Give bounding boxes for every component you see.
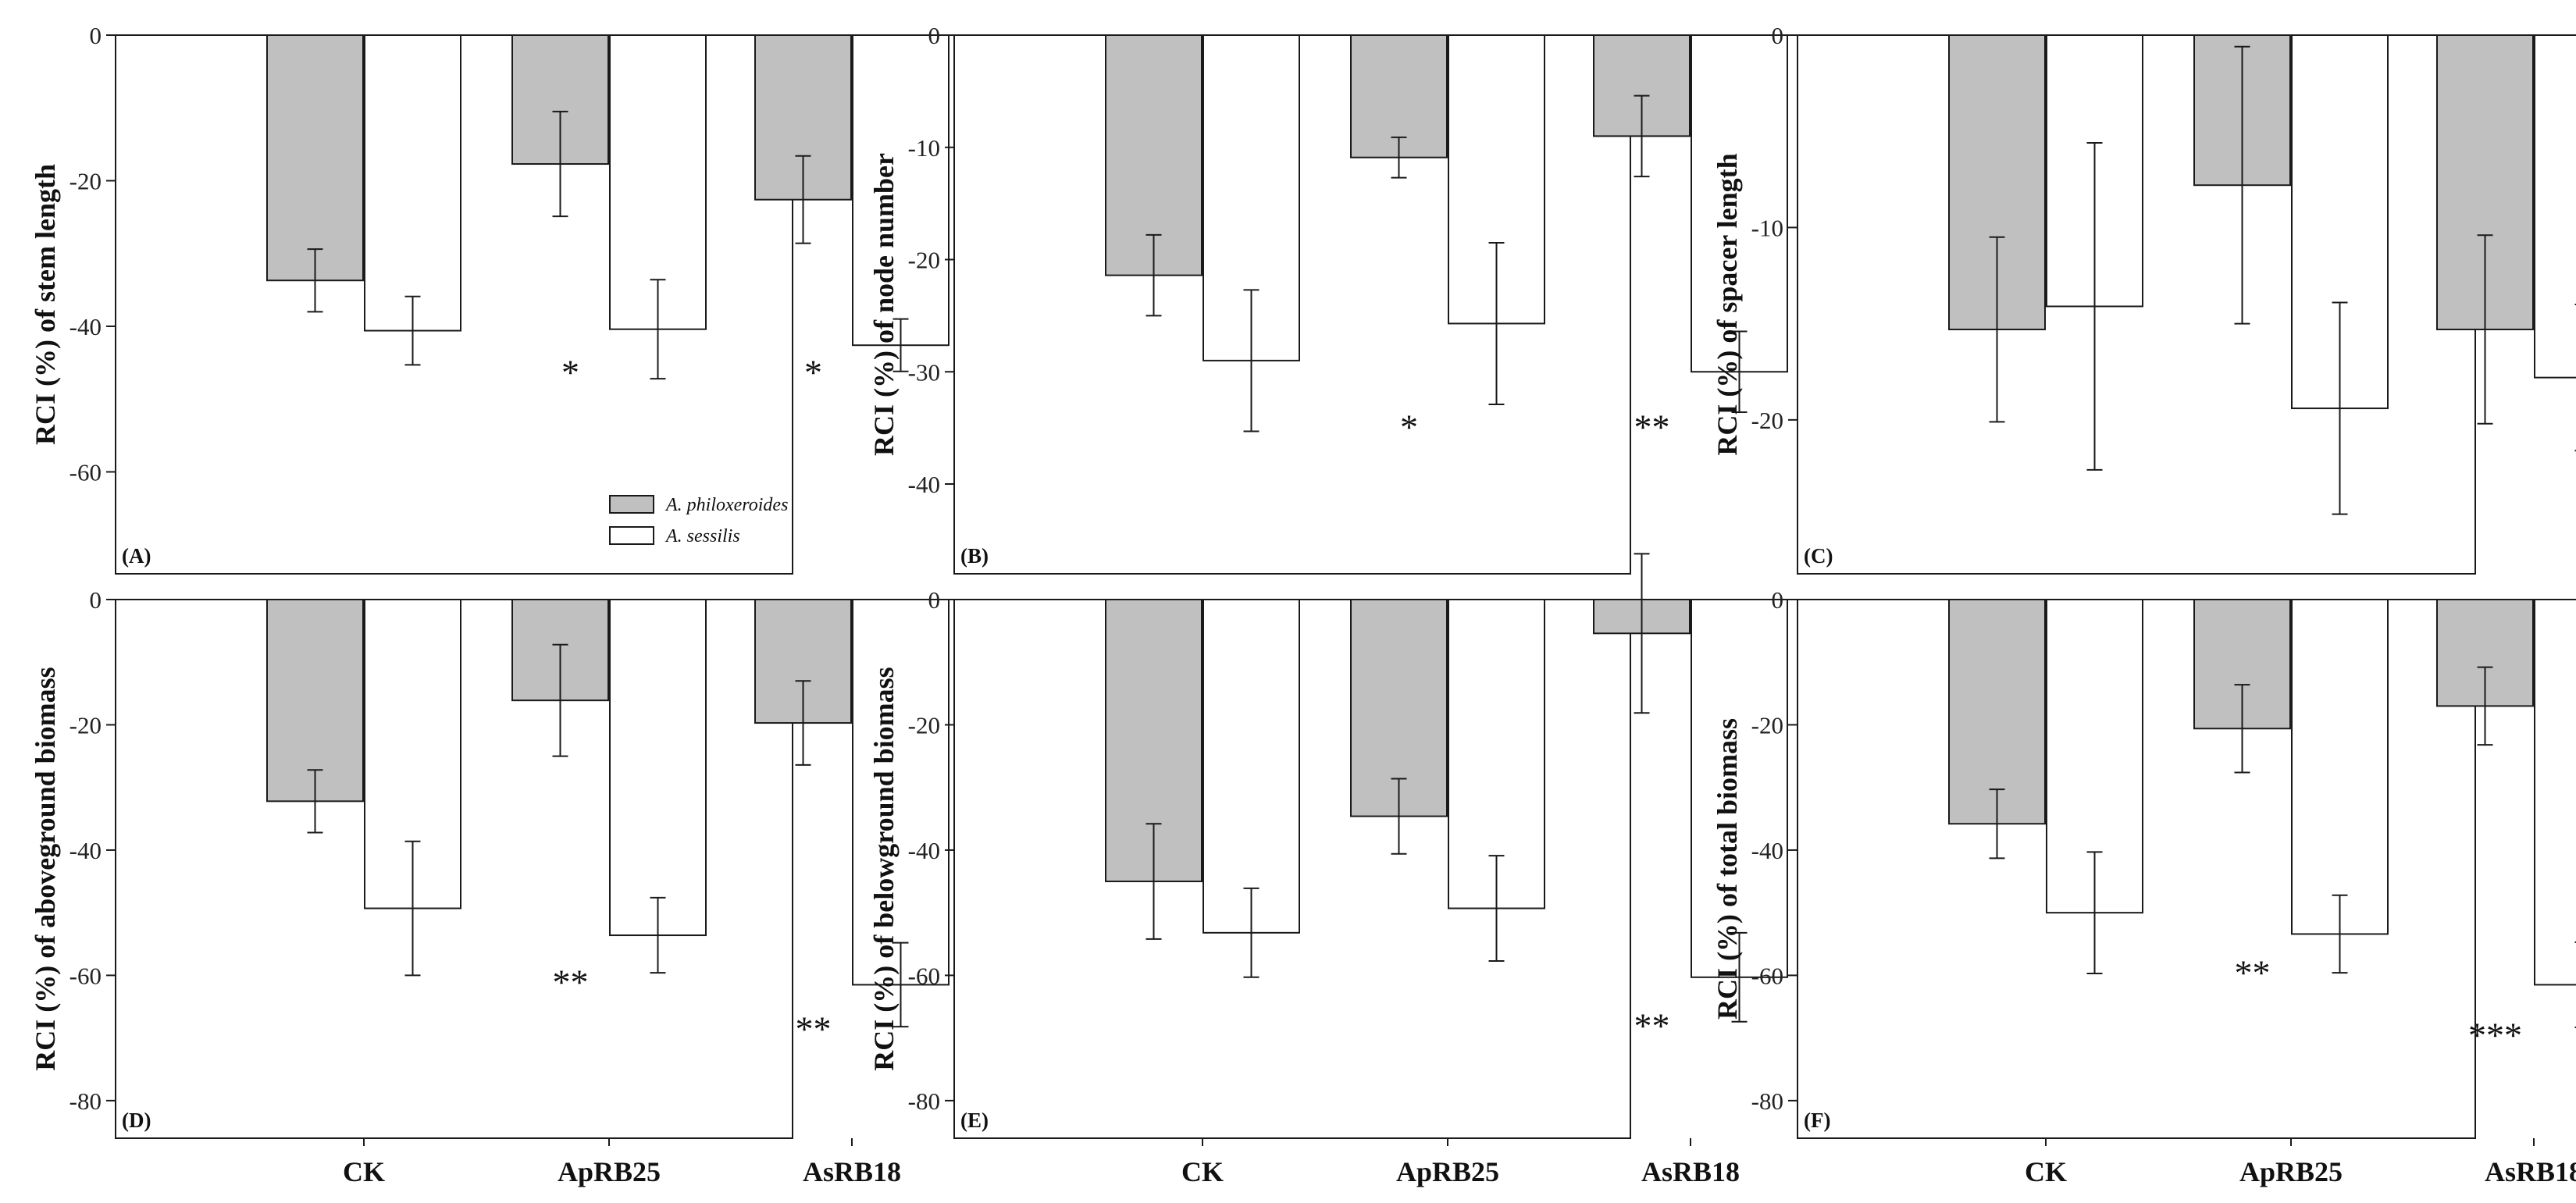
y-tick-label: -40 bbox=[1751, 837, 1783, 864]
y-tick-label: -40 bbox=[69, 313, 102, 340]
legend-label: A. sessilis bbox=[664, 526, 740, 546]
x-category-label: AsRB18 bbox=[2485, 1156, 2576, 1187]
significance-marker: * bbox=[804, 353, 822, 393]
significance-marker: ** bbox=[1634, 408, 1670, 447]
y-tick-label: 0 bbox=[1772, 22, 1784, 49]
legend-swatch bbox=[609, 495, 654, 514]
y-tick-label: -80 bbox=[908, 1087, 940, 1115]
y-tick-label: -20 bbox=[908, 247, 940, 274]
y-axis-title: RCI (%) of aboveground biomass bbox=[30, 667, 61, 1070]
y-tick-label: 0 bbox=[90, 22, 102, 49]
y-tick-label: 0 bbox=[928, 586, 941, 614]
x-category-label: ApRB25 bbox=[558, 1156, 661, 1187]
chart-panel-0: 0 -20 -40 -60 RCI (%) of stem length (A) * * A. … bbox=[30, 22, 950, 575]
legend-swatch bbox=[609, 526, 654, 545]
y-axis-title: RCI (%) of spacer length bbox=[1712, 153, 1743, 455]
panel-label: (B) bbox=[960, 544, 989, 568]
y-tick-label: -20 bbox=[908, 711, 940, 739]
bar-sessilis bbox=[2534, 599, 2576, 986]
y-axis-title: RCI (%) of node number bbox=[868, 153, 900, 456]
bar-sessilis bbox=[852, 34, 950, 347]
bar-philoxeroides bbox=[2436, 34, 2534, 331]
bar-sessilis bbox=[1202, 599, 1300, 934]
y-tick-label: -60 bbox=[1751, 962, 1783, 989]
significance-marker: ** bbox=[2235, 952, 2271, 992]
significance-marker: ** bbox=[1634, 1006, 1670, 1046]
chart-panel-3: 0 -20 -40 -60 -80 RCI (%) of aboveground biom… bbox=[30, 586, 950, 1187]
y-tick-label: -80 bbox=[1751, 1087, 1783, 1115]
x-category-label: AsRB18 bbox=[803, 1156, 901, 1187]
bar-philoxeroides bbox=[266, 34, 364, 282]
chart-panel-5: 0 -20 -40 -60 -80 RCI (%) of total biomass (F)… bbox=[1712, 586, 2576, 1187]
significance-marker: ** bbox=[553, 962, 589, 1002]
x-category-label: CK bbox=[1181, 1156, 1224, 1187]
significance-marker: *** bbox=[2468, 1016, 2522, 1055]
y-tick-label: -60 bbox=[69, 962, 102, 989]
y-tick-label: -20 bbox=[69, 167, 102, 194]
panel-label: (F) bbox=[1804, 1109, 1830, 1132]
y-tick-label: 0 bbox=[90, 586, 102, 614]
x-category-label: CK bbox=[343, 1156, 385, 1187]
y-tick-label: -80 bbox=[69, 1087, 102, 1115]
y-tick-label: -60 bbox=[908, 962, 940, 989]
bar-sessilis bbox=[2291, 599, 2389, 935]
bar-philoxeroides bbox=[1948, 599, 2046, 825]
y-tick-label: -40 bbox=[908, 837, 940, 864]
bar-sessilis bbox=[1691, 599, 1788, 978]
y-tick-label: -20 bbox=[69, 711, 102, 739]
bar-sessilis bbox=[2534, 34, 2576, 379]
panel-label: (D) bbox=[122, 1109, 151, 1132]
y-axis-title: RCI (%) of total biomass bbox=[1712, 718, 1743, 1020]
y-tick-label: -40 bbox=[69, 837, 102, 864]
bar-sessilis bbox=[364, 34, 461, 332]
y-tick-label: -60 bbox=[69, 458, 102, 486]
y-axis-title: RCI (%) of stem length bbox=[30, 164, 61, 445]
bar-sessilis bbox=[609, 599, 707, 937]
x-category-label: AsRB18 bbox=[1641, 1156, 1740, 1187]
y-tick-label: -10 bbox=[908, 134, 940, 162]
y-tick-label: -20 bbox=[1751, 711, 1783, 739]
y-tick-label: -30 bbox=[908, 358, 940, 386]
y-tick-label: -10 bbox=[1751, 214, 1783, 241]
panel-label: (C) bbox=[1804, 544, 1833, 568]
chart-panel-4: 0 -20 -40 -60 -80 RCI (%) of belowground biom… bbox=[868, 553, 1788, 1187]
panel-label: (A) bbox=[122, 544, 151, 568]
bar-sessilis bbox=[852, 599, 950, 986]
y-axis-title: RCI (%) of belowground biomass bbox=[868, 667, 900, 1070]
legend: A. philoxeroides A. sessilis bbox=[609, 495, 788, 546]
significance-marker: ** bbox=[796, 1009, 832, 1049]
significance-marker: * bbox=[561, 353, 579, 393]
bar-philoxeroides bbox=[266, 599, 364, 803]
y-tick-label: -20 bbox=[1751, 407, 1783, 434]
legend-label: A. philoxeroides bbox=[664, 495, 788, 515]
x-category-label: ApRB25 bbox=[1396, 1156, 1499, 1187]
x-category-label: CK bbox=[2025, 1156, 2067, 1187]
y-tick-label: 0 bbox=[1772, 586, 1784, 614]
significance-marker: * bbox=[1400, 408, 1418, 447]
panel-label: (E) bbox=[960, 1109, 989, 1132]
y-tick-label: 0 bbox=[928, 22, 941, 49]
chart-panel-2: 0 -10 -20 RCI (%) of spacer length (C) bbox=[1712, 22, 2576, 575]
x-category-label: ApRB25 bbox=[2239, 1156, 2343, 1187]
y-tick-label: -40 bbox=[908, 471, 940, 498]
